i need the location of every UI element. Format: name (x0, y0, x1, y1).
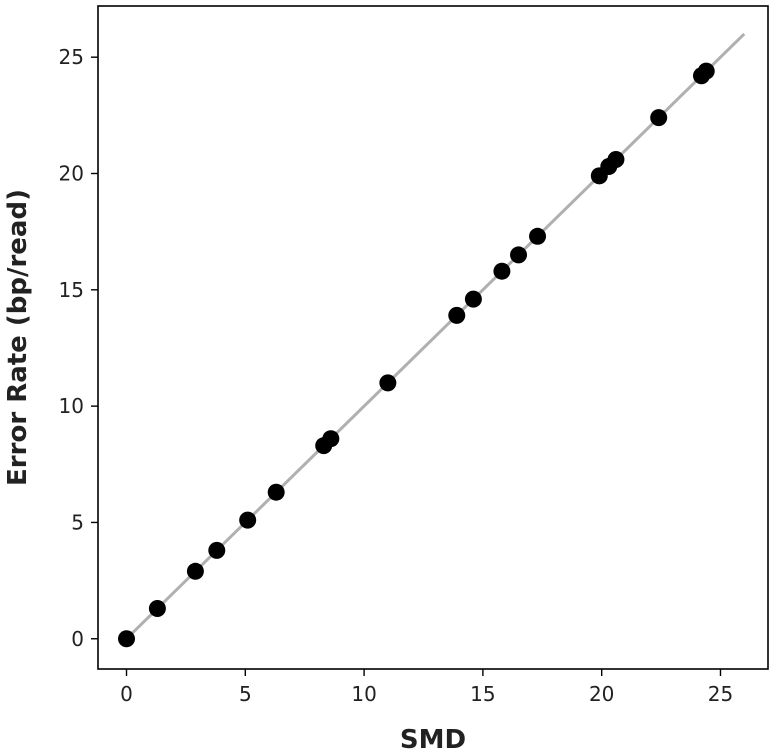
data-points-layer (118, 62, 715, 648)
data-point (239, 511, 257, 529)
y-axis-title: Error Rate (bp/read) (3, 189, 33, 486)
x-tick-label: 10 (351, 682, 376, 706)
x-tick-label: 25 (708, 682, 733, 706)
data-point (379, 374, 397, 392)
data-point (464, 290, 482, 308)
data-point (118, 630, 136, 648)
y-tick-label: 15 (59, 278, 84, 302)
data-point (607, 151, 625, 169)
x-tick-label: 15 (470, 682, 495, 706)
x-tick-label: 0 (120, 682, 133, 706)
data-point (148, 600, 166, 618)
x-tick-label: 5 (239, 682, 252, 706)
data-point (493, 262, 511, 280)
x-axis-ticks: 0 5 10 15 20 25 (120, 669, 733, 706)
data-point (322, 430, 340, 448)
data-point (186, 562, 204, 580)
data-point (267, 483, 285, 501)
x-axis-title: SMD (400, 725, 466, 753)
data-point (529, 227, 547, 245)
y-axis-ticks: 0 5 10 15 20 25 (59, 45, 98, 651)
x-tick-label: 20 (589, 682, 614, 706)
data-point (697, 62, 715, 80)
data-point (448, 306, 466, 324)
plot-frame (97, 5, 769, 670)
data-point (510, 246, 528, 264)
y-tick-label: 0 (71, 627, 84, 651)
y-tick-label: 5 (71, 510, 84, 534)
y-tick-label: 20 (59, 161, 84, 185)
y-tick-label: 25 (59, 45, 84, 69)
data-point (650, 109, 668, 127)
y-tick-label: 10 (59, 394, 84, 418)
data-point (208, 541, 226, 559)
reference-line (125, 32, 746, 640)
reference-line-layer (125, 32, 746, 640)
